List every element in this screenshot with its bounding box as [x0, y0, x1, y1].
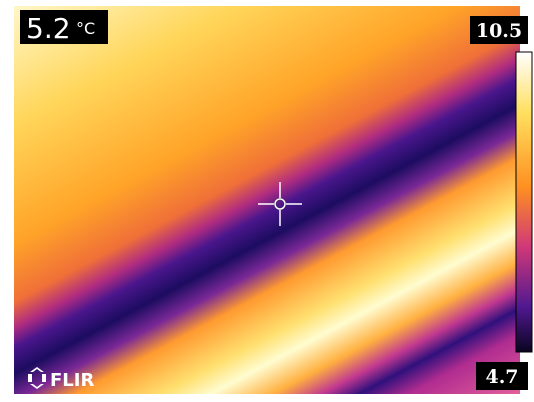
scale-max: 10.5 [476, 20, 522, 42]
brand-logo: FLIR [28, 367, 94, 391]
scale-max-box [470, 16, 528, 44]
spot-temperature: 5.2 [26, 12, 71, 45]
scale-min: 4.7 [485, 366, 518, 388]
spot-box [20, 10, 108, 44]
scale-min-box [476, 362, 528, 390]
thermal-image [14, 6, 520, 394]
spot-unit: °C [76, 19, 95, 38]
brand-name: FLIR [50, 370, 94, 391]
crosshair [258, 182, 302, 226]
color-scale [515, 51, 533, 353]
